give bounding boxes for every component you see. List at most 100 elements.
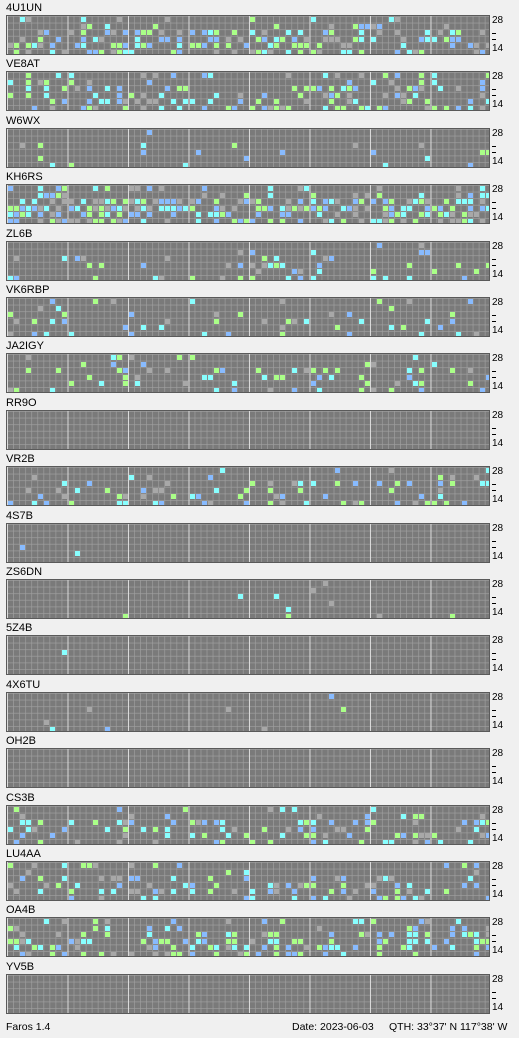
activity-cell [425, 501, 431, 505]
activity-cell [68, 501, 74, 505]
activity-cell [189, 952, 195, 956]
activity-cells [7, 524, 489, 562]
activity-cell [195, 938, 201, 944]
activity-cell [413, 820, 419, 826]
activity-cell [461, 925, 467, 931]
activity-cell [183, 205, 189, 211]
scale-label-top: 28 [492, 635, 504, 646]
activity-cell [135, 212, 141, 218]
activity-cell [159, 205, 165, 211]
activity-cell [225, 212, 231, 218]
activity-cell [292, 43, 298, 49]
scale-label-top: 28 [492, 241, 504, 252]
activity-cell [141, 219, 147, 223]
activity-cell [473, 882, 479, 888]
activity-cell [50, 727, 56, 731]
activity-cell [322, 494, 328, 500]
activity-cell [467, 212, 473, 218]
activity-cell [86, 86, 92, 92]
scale-tick [492, 653, 496, 654]
activity-cell [243, 156, 249, 162]
activity-cell [316, 813, 322, 819]
activity-cell [116, 820, 122, 826]
activity-cell [407, 481, 413, 487]
activity-cell [110, 355, 116, 360]
station-callsign: W6WX [6, 115, 41, 127]
activity-cell [38, 156, 44, 162]
activity-cell [50, 212, 56, 218]
scale-tick [492, 202, 496, 203]
activity-cell [8, 938, 13, 944]
activity-cell [14, 938, 20, 944]
activity-cell [286, 607, 292, 613]
activity-cell [340, 952, 346, 956]
activity-cell [135, 876, 141, 882]
activity-cell [207, 876, 213, 882]
activity-cell [189, 205, 195, 211]
activity-cell [292, 481, 298, 487]
activity-cell [8, 219, 13, 223]
activity-cell [74, 945, 80, 951]
activity-cell [122, 43, 128, 49]
station-panel: ZS6DN 28 14 [0, 565, 519, 621]
station-callsign: JA2IGY [6, 340, 44, 352]
activity-cell [383, 92, 389, 98]
scale-tick [492, 823, 496, 824]
activity-cell [455, 332, 461, 336]
activity-cell [104, 205, 110, 211]
activity-cell [401, 219, 407, 223]
activity-cell [431, 36, 437, 42]
activity-cell [449, 36, 455, 42]
activity-cell [274, 36, 280, 42]
activity-cell [389, 388, 395, 392]
activity-cell [425, 889, 431, 895]
date-label: Date: 2023-06-03 [292, 1021, 374, 1033]
activity-cell [280, 219, 286, 223]
activity-cell [62, 650, 68, 656]
activity-cell [135, 381, 141, 387]
activity-cell [413, 501, 419, 505]
activity-cell [50, 219, 56, 223]
activity-cell [32, 318, 38, 324]
activity-cell [364, 381, 370, 387]
activity-cell [479, 192, 485, 198]
activity-cell [44, 332, 50, 336]
activity-cell [219, 826, 225, 832]
activity-cell [449, 368, 455, 374]
activity-cell [177, 863, 183, 868]
activity-cell [80, 43, 86, 49]
activity-cell [219, 276, 225, 280]
activity-cell [38, 889, 44, 895]
activity-cell [443, 212, 449, 218]
station-panel: W6WX 28 14 [0, 114, 519, 170]
activity-cell [473, 945, 479, 951]
activity-cell [74, 840, 80, 844]
activity-cell [419, 833, 425, 839]
band-scale: 28 14 [492, 523, 519, 563]
activity-cell [56, 368, 62, 374]
activity-cell [256, 269, 262, 275]
propagation-grid [6, 241, 490, 281]
activity-cell [358, 374, 364, 380]
activity-cell [135, 99, 141, 105]
band-scale: 28 14 [492, 579, 519, 619]
activity-cell [346, 86, 352, 92]
activity-cell [231, 143, 237, 149]
activity-cell [159, 92, 165, 98]
activity-cell [219, 212, 225, 218]
scale-label-bottom: 14 [492, 212, 504, 223]
activity-cell [32, 43, 38, 49]
activity-cell [383, 896, 389, 900]
activity-cell [153, 826, 159, 832]
station-panel: 4U1UN 28 14 [0, 1, 519, 57]
activity-cell [286, 945, 292, 951]
activity-cell [292, 388, 298, 392]
activity-cell [231, 388, 237, 392]
activity-cell [328, 820, 334, 826]
propagation-grid [6, 748, 490, 788]
scale-label-bottom: 14 [492, 833, 504, 844]
activity-cell [153, 501, 159, 505]
activity-cell [189, 494, 195, 500]
band-scale: 28 14 [492, 692, 519, 732]
activity-cell [32, 199, 38, 205]
